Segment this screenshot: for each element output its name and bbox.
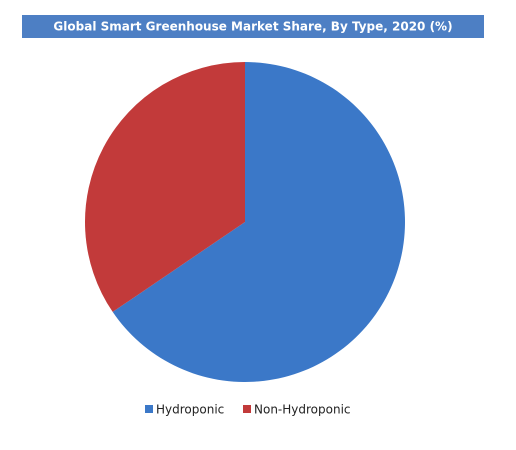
chart-title: Global Smart Greenhouse Market Share, By… xyxy=(53,20,452,34)
legend-swatch xyxy=(145,405,153,413)
title-bar xyxy=(22,15,484,38)
legend-swatch xyxy=(243,405,251,413)
legend-label: Non-Hydroponic xyxy=(254,403,351,417)
pie-slice xyxy=(85,62,245,312)
pie-slice xyxy=(112,62,406,382)
legend-label: Hydroponic xyxy=(156,403,224,417)
